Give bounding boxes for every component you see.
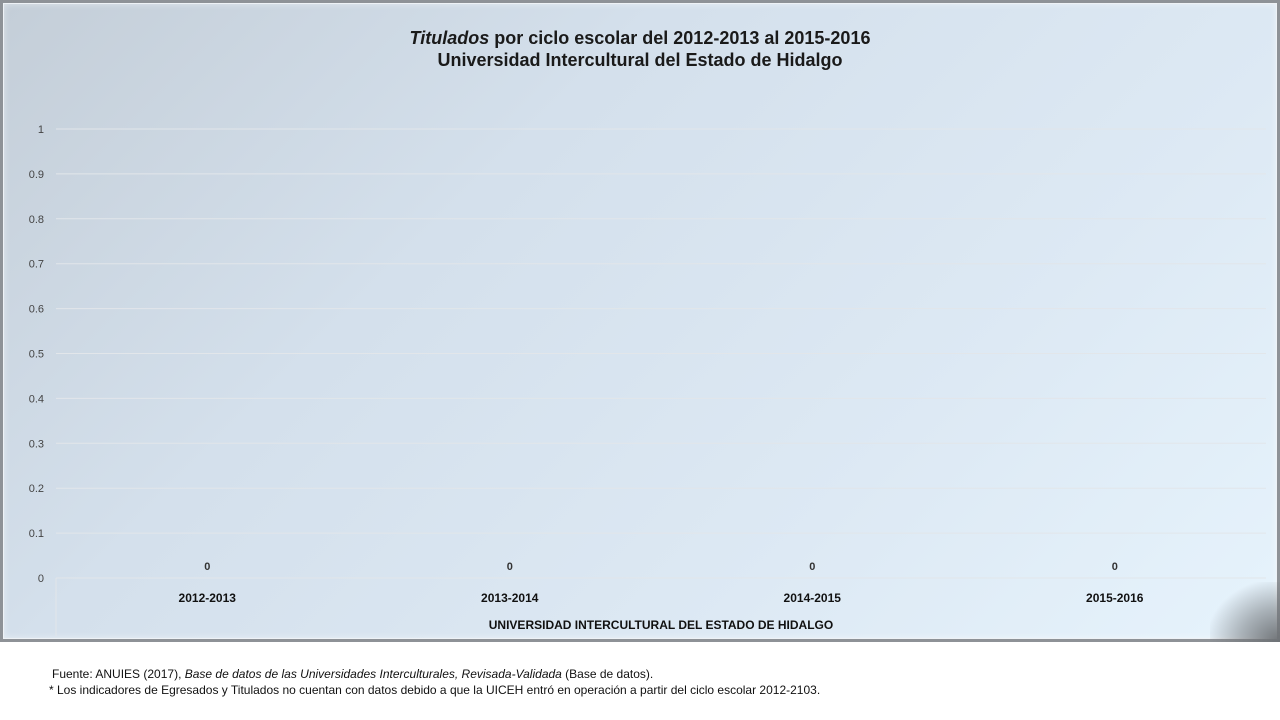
data-label-layer: 0 0 0 0 <box>204 561 1118 573</box>
x-axis-title: UNIVERSIDAD INTERCULTURAL DEL ESTADO DE … <box>489 618 833 632</box>
footnote-source-prefix: Fuente: ANUIES (2017), <box>52 667 185 681</box>
x-tick-label: 2014-2015 <box>784 591 842 605</box>
x-tick-label: 2015-2016 <box>1086 591 1144 605</box>
x-axis-ticks: 2012-2013 2013-2014 2014-2015 2015-2016 <box>179 591 1144 605</box>
footnote-note: * Los indicadores de Egresados y Titulad… <box>49 683 821 697</box>
grid-layer <box>55 128 1266 636</box>
y-tick-label: 0.5 <box>29 349 44 361</box>
chart-title-rest: por ciclo escolar del 2012-2013 al 2015-… <box>489 28 871 48</box>
y-tick-label: 0.7 <box>29 259 44 271</box>
y-tick-label: 0.1 <box>29 528 44 540</box>
y-tick-label: 0.8 <box>29 214 44 226</box>
y-axis-ticks: 0 0.1 0.2 0.3 0.4 0.5 0.6 0.7 0.8 0.9 1 <box>29 124 44 585</box>
y-tick-label: 1 <box>38 124 44 136</box>
y-tick-label: 0.2 <box>29 483 44 495</box>
chart-frame: Titulados por ciclo escolar del 2012-201… <box>0 0 1280 642</box>
data-label: 0 <box>204 561 210 573</box>
y-tick-label: 0.9 <box>29 169 44 181</box>
x-tick-label: 2012-2013 <box>179 591 237 605</box>
footnote-source-italic: Base de datos de las Universidades Inter… <box>184 667 562 681</box>
data-label: 0 <box>1112 561 1118 573</box>
footnote-source: Fuente: ANUIES (2017), Base de datos de … <box>52 667 653 681</box>
footnote-source-suffix: (Base de datos). <box>561 667 654 681</box>
chart-title: Titulados por ciclo escolar del 2012-201… <box>3 27 1277 49</box>
y-tick-label: 0.3 <box>29 438 44 450</box>
chart-title-italic: Titulados <box>409 28 490 48</box>
chart-plot: 0 0.1 0.2 0.3 0.4 0.5 0.6 0.7 0.8 0.9 1 0 0 0 0 2012-… <box>29 124 1266 636</box>
y-tick-label: 0 <box>38 573 44 585</box>
data-label: 0 <box>507 561 513 573</box>
data-label: 0 <box>809 561 815 573</box>
chart-subtitle: Universidad Intercultural del Estado de … <box>437 50 843 70</box>
y-tick-label: 0.6 <box>29 304 44 316</box>
y-tick-label: 0.4 <box>29 393 44 405</box>
x-tick-label: 2013-2014 <box>481 591 539 605</box>
